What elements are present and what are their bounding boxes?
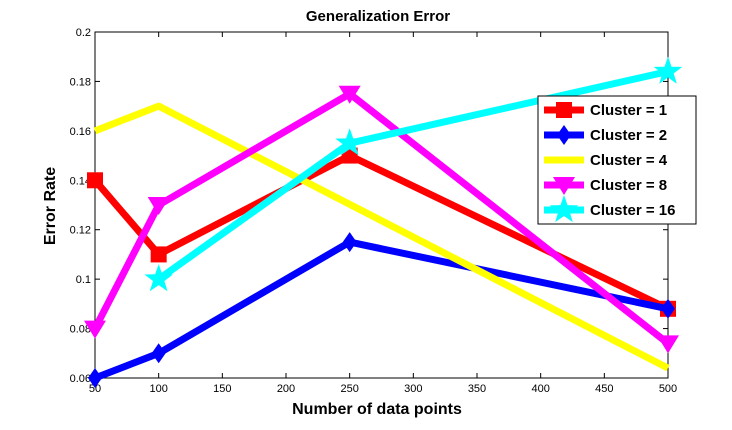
data-point (87, 172, 103, 189)
legend-item: Cluster = 1 (544, 102, 667, 119)
y-tick-label: 0.16 (70, 126, 91, 138)
y-tick-label: 0.06 (70, 373, 91, 385)
series-2 (88, 232, 675, 388)
data-point (151, 343, 166, 364)
x-tick-label: 50 (89, 383, 101, 395)
legend-label: Cluster = 2 (590, 127, 667, 144)
y-tick-label: 0.12 (70, 225, 91, 237)
legend-marker (557, 125, 571, 145)
x-tick-label: 450 (595, 383, 613, 395)
series-line (92, 152, 670, 312)
legend-marker (553, 177, 575, 195)
series-layer (84, 56, 683, 388)
x-tick-label: 200 (277, 383, 295, 395)
legend-marker (556, 102, 572, 118)
series-4 (84, 85, 679, 354)
x-tick-label: 500 (659, 383, 677, 395)
axes: 50 100 150 200 250 300 350 400 450 500 0.06 0.08 0.1… (70, 27, 678, 395)
data-point (335, 128, 364, 156)
legend-label: Cluster = 4 (590, 152, 668, 169)
series-5 (144, 56, 683, 292)
y-tick-label: 0.18 (70, 76, 91, 88)
legend-label: Cluster = 8 (590, 177, 667, 194)
legend-marker (549, 195, 579, 223)
y-tick-label: 0.2 (76, 27, 91, 39)
legend-item: Cluster = 2 (544, 125, 667, 145)
data-point (338, 85, 361, 104)
legend-label: Cluster = 16 (590, 202, 675, 219)
data-point (150, 246, 167, 263)
y-tick-label: 0.14 (70, 175, 91, 187)
data-point (144, 264, 173, 292)
x-tick-label: 250 (340, 383, 358, 395)
x-tick-label: 300 (404, 383, 422, 395)
data-point (653, 56, 683, 84)
chart-title: Generalization Error (306, 8, 450, 25)
y-tick-label: 0.1 (76, 274, 91, 286)
legend-item: Cluster = 8 (544, 177, 667, 195)
data-point (84, 320, 106, 339)
data-point (147, 197, 170, 215)
data-point (657, 335, 679, 354)
series-line (91, 90, 671, 347)
data-point (661, 298, 675, 319)
y-tick-label: 0.08 (70, 324, 91, 336)
x-tick-label: 350 (468, 383, 486, 395)
x-axis-title: Number of data points (292, 401, 462, 418)
legend-item: Cluster = 4 (544, 152, 668, 169)
series-3 (93, 102, 670, 372)
series-line (93, 238, 669, 382)
x-tick-label: 100 (149, 383, 167, 395)
x-tick-label: 400 (531, 383, 549, 395)
legend: Cluster = 1 Cluster = 2 Cluster = 4 Cluster… (537, 95, 697, 225)
y-axis-title: Error Rate (42, 167, 59, 245)
data-point (342, 232, 357, 253)
data-point (88, 368, 102, 388)
x-tick-label: 150 (213, 383, 231, 395)
legend-label: Cluster = 1 (590, 102, 667, 119)
legend-item: Cluster = 16 (544, 195, 675, 223)
series-line (93, 102, 670, 372)
